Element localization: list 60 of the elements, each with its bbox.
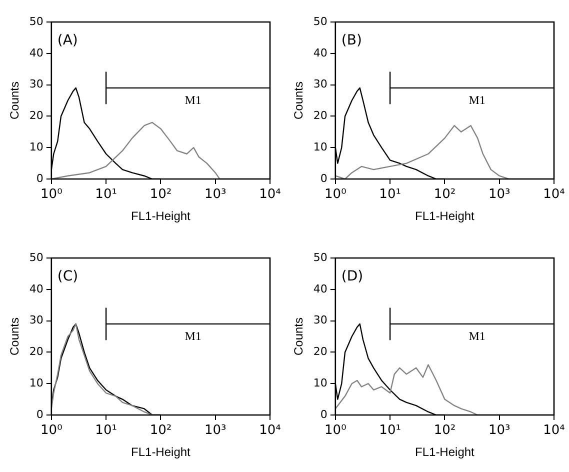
series-label: M1 [468, 329, 486, 344]
y-tick-label: 30 [313, 314, 328, 327]
y-tick-label: 50 [29, 250, 44, 264]
x-tick-label: 10⁰ [324, 187, 346, 202]
x-tick-label: 10⁴ [259, 187, 281, 202]
y-tick-label: 10 [313, 140, 328, 154]
x-tick-label: 10² [150, 187, 172, 202]
x-tick-label: 10² [434, 423, 456, 438]
y-axis-title: Counts [8, 81, 22, 120]
x-tick-label: 10⁰ [40, 187, 62, 202]
series-label: M1 [184, 93, 202, 108]
annotation: (C) [57, 268, 78, 285]
x-tick-label: 10¹ [95, 187, 117, 202]
x-tick-label: 10⁴ [259, 423, 281, 438]
x-axis-title: FL1-Height [415, 209, 476, 224]
x-tick-label: 10³ [488, 187, 510, 202]
x-axis-title: FL1-Height [415, 445, 476, 460]
x-tick-label: 10⁴ [543, 423, 565, 438]
y-tick-label: 20 [29, 109, 44, 122]
y-tick-label: 20 [313, 109, 328, 122]
y-axis-title: Counts [292, 317, 306, 356]
x-axis-title: FL1-Height [131, 445, 192, 460]
y-tick-label: 30 [313, 78, 328, 91]
x-tick-label: 10⁰ [40, 423, 62, 438]
y-tick-label: 40 [313, 282, 328, 296]
x-tick-label: 10³ [488, 423, 510, 438]
x-tick-label: 10⁴ [543, 187, 565, 202]
x-tick-label: 10³ [204, 187, 226, 202]
y-tick-label: 0 [36, 408, 44, 421]
annotation: (A) [57, 32, 78, 49]
x-tick-label: 10¹ [379, 187, 401, 202]
y-tick-label: 0 [36, 172, 44, 185]
y-tick-label: 10 [313, 376, 328, 390]
y-tick-label: 30 [29, 314, 44, 327]
y-tick-label: 20 [29, 345, 44, 358]
y-tick-label: 10 [29, 140, 44, 154]
y-tick-label: 40 [313, 46, 328, 60]
y-tick-label: 50 [29, 14, 44, 28]
x-tick-label: 10³ [204, 423, 226, 438]
y-axis-title: Counts [292, 81, 306, 120]
y-tick-label: 0 [320, 172, 328, 185]
x-tick-label: 10¹ [379, 423, 401, 438]
y-tick-label: 50 [313, 250, 328, 264]
y-tick-label: 40 [29, 46, 44, 60]
annotation: (B) [341, 32, 362, 49]
x-tick-label: 10² [150, 423, 172, 438]
y-tick-label: 10 [29, 376, 44, 390]
y-axis-title: Counts [8, 317, 22, 356]
series-label: M1 [184, 329, 202, 344]
y-tick-label: 30 [29, 78, 44, 91]
y-tick-label: 0 [320, 408, 328, 421]
x-tick-label: 10² [434, 187, 456, 202]
series-label: M1 [468, 93, 486, 108]
x-axis-title: FL1-Height [131, 209, 192, 224]
annotation: (D) [341, 268, 364, 285]
y-tick-label: 40 [29, 282, 44, 296]
x-tick-label: 10¹ [95, 423, 117, 438]
y-tick-label: 20 [313, 345, 328, 358]
y-tick-label: 50 [313, 14, 328, 28]
x-tick-label: 10⁰ [324, 423, 346, 438]
